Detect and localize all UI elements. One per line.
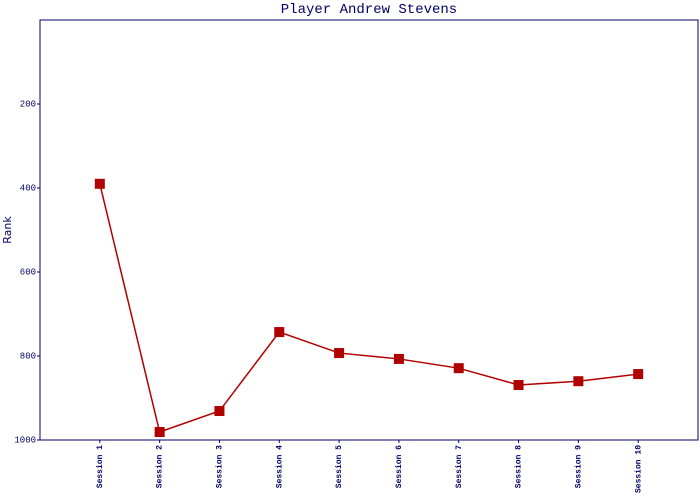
y-tick-label: 800 [20,351,36,361]
data-point [94,178,105,189]
y-tick-label: 600 [20,267,36,277]
x-tick-label: Session 4 [275,445,284,488]
x-tick-label: Session 3 [216,445,225,488]
x-tick-label: Session 8 [515,445,524,488]
data-point [154,427,165,438]
y-tick-label: 400 [20,183,36,193]
x-tick-label: Session 9 [574,445,583,488]
x-tick-label: Session 5 [335,445,344,488]
chart-title: Player Andrew Stevens [281,2,457,18]
data-point [334,348,345,359]
x-tick-label: Session 10 [634,445,643,493]
x-tick-label: Session 2 [156,445,165,488]
data-point [393,353,404,364]
data-point [573,376,584,387]
data-point [633,369,644,380]
data-point [214,406,225,417]
plot-frame [39,19,699,441]
data-point [453,363,464,374]
y-axis-label: Rank [1,216,14,244]
x-tick-label: Session 1 [96,445,105,488]
data-point [513,379,524,390]
y-tick-label: 1000 [14,435,36,445]
x-tick-label: Session 6 [395,445,404,488]
x-tick-label: Session 7 [455,445,464,488]
data-point [274,327,285,338]
data-line [99,183,639,434]
y-tick-label: 200 [20,99,36,109]
